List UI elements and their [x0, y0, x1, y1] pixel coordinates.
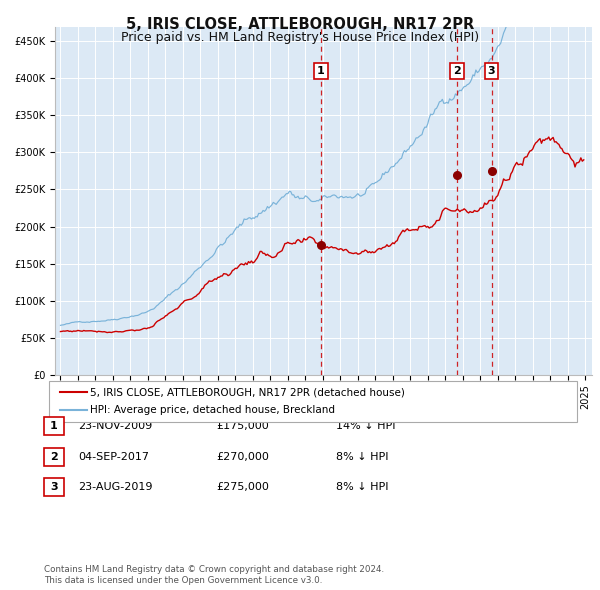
Text: 2: 2: [453, 66, 461, 76]
Text: 8% ↓ HPI: 8% ↓ HPI: [336, 452, 389, 461]
Text: 3: 3: [50, 483, 58, 492]
Text: Contains HM Land Registry data © Crown copyright and database right 2024.
This d: Contains HM Land Registry data © Crown c…: [44, 565, 384, 585]
Text: 3: 3: [488, 66, 496, 76]
Text: £270,000: £270,000: [216, 452, 269, 461]
Text: 1: 1: [317, 66, 325, 76]
Text: 1: 1: [50, 421, 58, 431]
Text: Price paid vs. HM Land Registry's House Price Index (HPI): Price paid vs. HM Land Registry's House …: [121, 31, 479, 44]
Text: £275,000: £275,000: [216, 483, 269, 492]
Text: 23-NOV-2009: 23-NOV-2009: [78, 421, 152, 431]
Text: 2: 2: [50, 452, 58, 461]
Text: 04-SEP-2017: 04-SEP-2017: [78, 452, 149, 461]
Text: 5, IRIS CLOSE, ATTLEBOROUGH, NR17 2PR (detached house): 5, IRIS CLOSE, ATTLEBOROUGH, NR17 2PR (d…: [90, 387, 405, 397]
Text: 8% ↓ HPI: 8% ↓ HPI: [336, 483, 389, 492]
Text: 5, IRIS CLOSE, ATTLEBOROUGH, NR17 2PR: 5, IRIS CLOSE, ATTLEBOROUGH, NR17 2PR: [126, 17, 474, 31]
Text: 14% ↓ HPI: 14% ↓ HPI: [336, 421, 395, 431]
Text: £175,000: £175,000: [216, 421, 269, 431]
Text: HPI: Average price, detached house, Breckland: HPI: Average price, detached house, Brec…: [90, 405, 335, 415]
Text: 23-AUG-2019: 23-AUG-2019: [78, 483, 152, 492]
